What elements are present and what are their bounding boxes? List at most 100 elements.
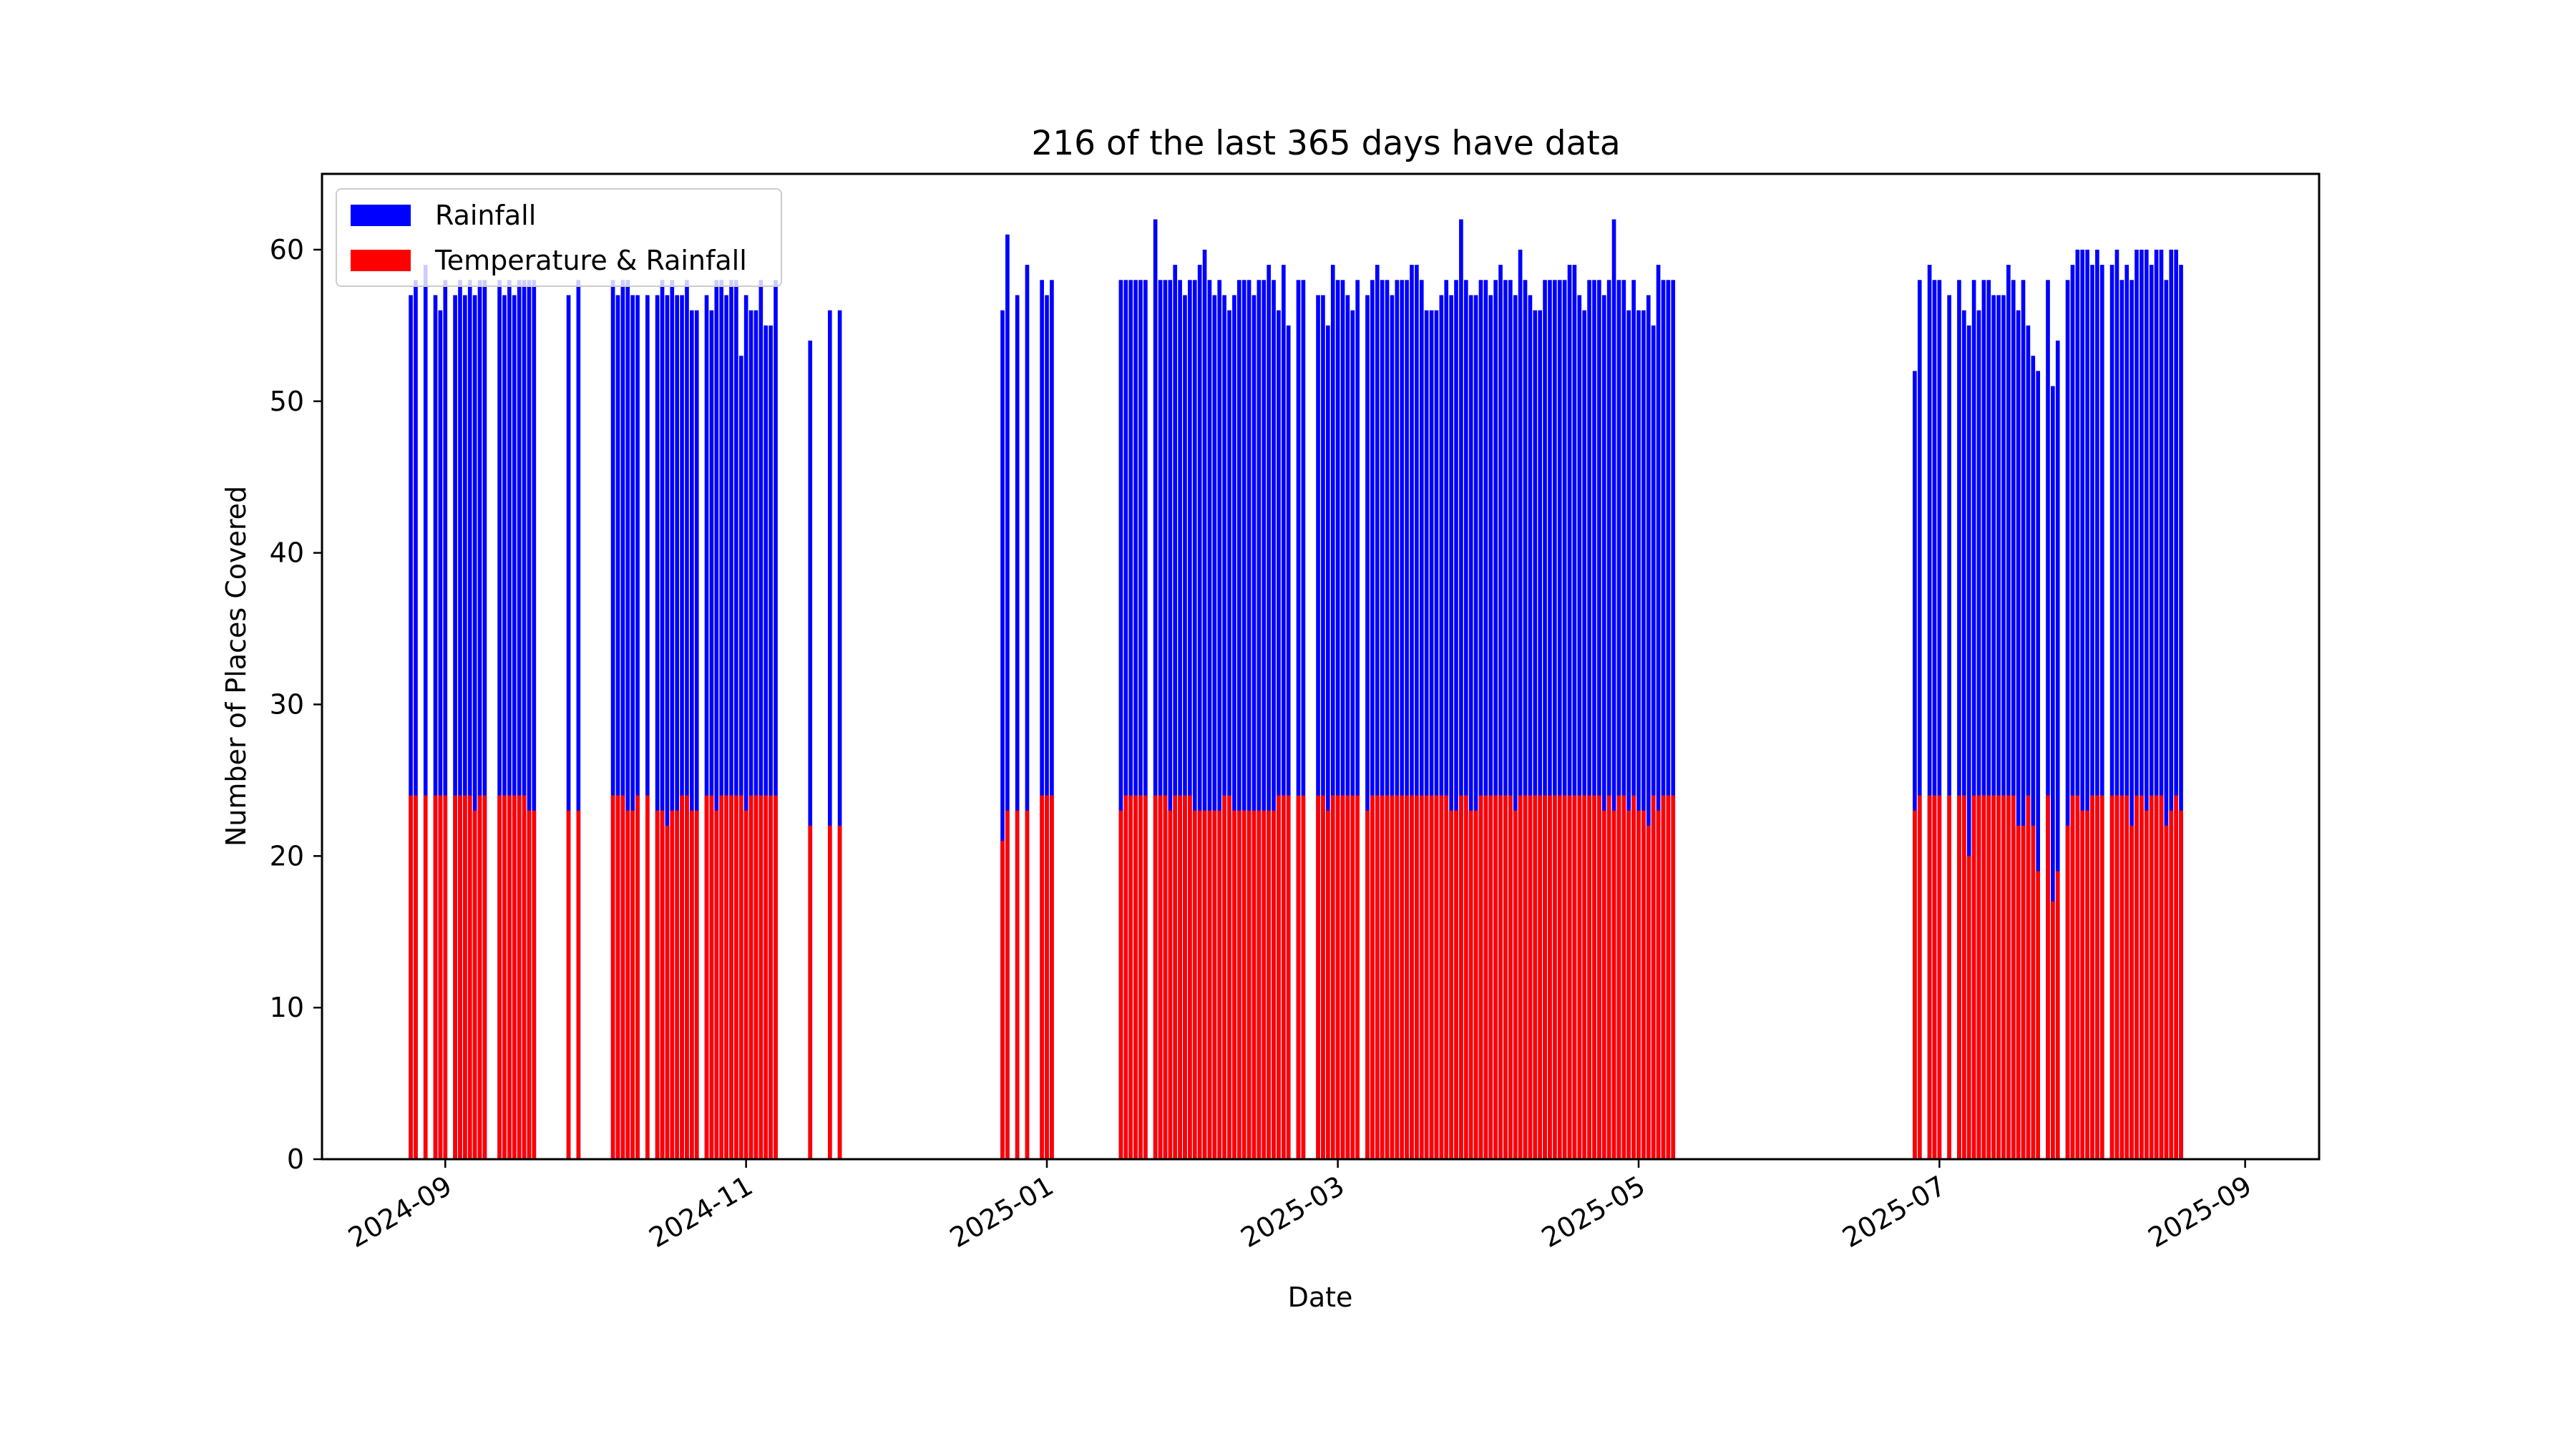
bar xyxy=(1335,280,1340,1159)
bar xyxy=(2055,341,2060,1159)
bar xyxy=(1330,795,1335,1159)
y-axis-label: Number of Places Covered xyxy=(220,486,252,847)
bar xyxy=(1405,280,1409,1159)
bar xyxy=(1616,795,1621,1159)
bar xyxy=(724,795,728,1159)
bar xyxy=(1246,280,1252,1159)
bar xyxy=(2090,795,2094,1159)
bar xyxy=(719,280,724,1159)
bar xyxy=(2085,249,2089,1159)
bar xyxy=(453,295,457,1160)
bar xyxy=(2085,810,2089,1159)
bar xyxy=(680,795,684,1159)
bar xyxy=(620,795,625,1159)
bar xyxy=(1000,841,1005,1159)
bar xyxy=(2011,280,2016,1159)
bar xyxy=(1523,795,1528,1159)
bar xyxy=(1498,795,1503,1159)
bar xyxy=(433,295,438,1160)
bar xyxy=(1262,280,1267,1159)
bar xyxy=(1528,295,1533,1160)
bar xyxy=(409,295,413,1160)
bar xyxy=(734,280,738,1159)
bar xyxy=(1281,795,1286,1159)
bar xyxy=(1286,325,1291,1160)
bar xyxy=(414,795,418,1159)
bar xyxy=(774,795,778,1159)
bar xyxy=(774,280,778,1159)
bar xyxy=(1503,795,1508,1159)
bar xyxy=(1616,280,1621,1159)
bar xyxy=(1257,280,1262,1159)
bar xyxy=(1395,795,1400,1159)
bar xyxy=(1463,795,1468,1159)
bar xyxy=(675,810,679,1159)
bar xyxy=(1641,310,1646,1159)
bar xyxy=(837,310,842,1159)
bar xyxy=(1410,265,1414,1159)
bar xyxy=(1582,795,1587,1159)
bar xyxy=(1296,280,1301,1159)
bar xyxy=(1236,810,1241,1159)
bar xyxy=(423,265,428,1159)
bar xyxy=(1340,280,1345,1159)
bar xyxy=(1548,795,1552,1159)
bar xyxy=(1636,310,1641,1159)
bar xyxy=(1173,265,1178,1159)
bar xyxy=(1321,795,1325,1159)
bar xyxy=(1000,310,1005,1159)
bar xyxy=(2070,795,2075,1159)
bar xyxy=(1538,310,1542,1159)
bar xyxy=(2070,265,2075,1159)
bar xyxy=(2174,249,2178,1159)
bar xyxy=(1913,810,1917,1159)
bar xyxy=(1326,325,1330,1160)
bar xyxy=(1419,795,1424,1159)
bar xyxy=(1241,810,1246,1159)
bar xyxy=(1927,795,1932,1159)
bar xyxy=(1449,295,1453,1160)
bar xyxy=(1015,295,1020,1160)
bar xyxy=(423,795,428,1159)
y-tick-label: 40 xyxy=(270,537,304,569)
bar xyxy=(443,795,448,1159)
bar xyxy=(635,795,640,1159)
bar xyxy=(1143,795,1148,1159)
bar xyxy=(1488,295,1493,1160)
bar xyxy=(463,295,467,1160)
bar xyxy=(685,795,689,1159)
bar xyxy=(1454,280,1458,1159)
bar xyxy=(1533,310,1538,1159)
legend-swatch xyxy=(351,205,411,226)
chart-title: 216 of the last 365 days have data xyxy=(1031,124,1620,163)
bar xyxy=(1666,280,1671,1159)
bar xyxy=(704,795,709,1159)
bar xyxy=(1468,295,1473,1160)
bar xyxy=(1468,810,1473,1159)
bar xyxy=(1296,795,1301,1159)
bar xyxy=(1483,280,1488,1159)
bar xyxy=(1661,280,1666,1159)
bar xyxy=(1976,795,1981,1159)
bar xyxy=(1651,325,1656,1160)
bar xyxy=(1050,280,1054,1159)
bar xyxy=(1991,795,1996,1159)
bar xyxy=(1045,295,1049,1160)
bar xyxy=(1597,795,1601,1159)
bar xyxy=(709,310,714,1159)
bar xyxy=(827,825,832,1159)
bar xyxy=(748,795,753,1159)
bar xyxy=(645,795,650,1159)
bar xyxy=(2140,795,2144,1159)
bar xyxy=(1040,280,1044,1159)
bar xyxy=(1267,265,1271,1159)
bar xyxy=(458,795,462,1159)
bar xyxy=(532,810,537,1159)
bar xyxy=(2164,280,2169,1159)
bar xyxy=(2046,795,2050,1159)
bar xyxy=(743,810,748,1159)
bar xyxy=(1272,280,1276,1159)
bar xyxy=(1656,810,1661,1159)
bar xyxy=(1128,280,1133,1159)
